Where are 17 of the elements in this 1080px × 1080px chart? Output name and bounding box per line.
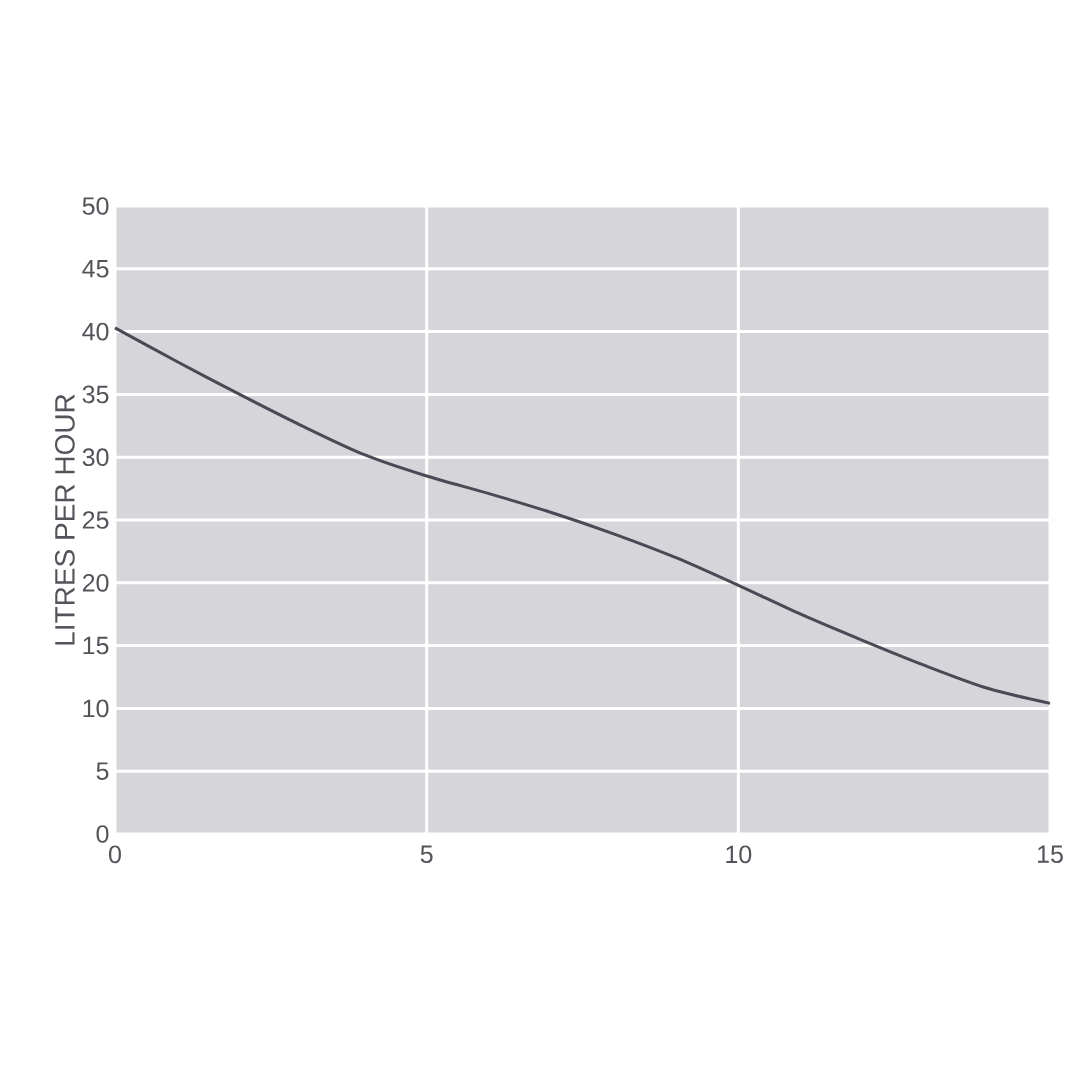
y-tick-label: 5 (96, 762, 109, 780)
x-tick-label: 5 (420, 845, 433, 863)
x-tick-label: 15 (1038, 845, 1063, 863)
y-axis-title: LITRES PER HOUR (54, 394, 75, 645)
y-tick-label: 15 (83, 636, 109, 655)
y-tick-label: 0 (96, 825, 109, 843)
x-tick-label: 10 (726, 845, 752, 864)
y-tick-label: 50 (82, 197, 109, 215)
x-tick-label: 0 (109, 845, 121, 864)
line-series (113, 326, 1052, 705)
y-tick-label: 35 (82, 385, 109, 404)
y-tick-label: 40 (82, 322, 109, 341)
y-tick-label: 10 (83, 699, 109, 718)
y-tick-label: 30 (82, 448, 109, 467)
y-tick-label: 20 (82, 573, 109, 592)
y-tick-label: 25 (82, 511, 109, 529)
y-tick-label: 45 (82, 260, 109, 278)
